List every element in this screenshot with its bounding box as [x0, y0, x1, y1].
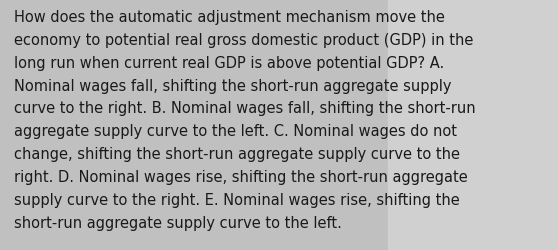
- Text: Nominal wages fall, shifting the short-run aggregate supply: Nominal wages fall, shifting the short-r…: [14, 78, 451, 93]
- Text: curve to the right. B. Nominal wages fall, shifting the short-run: curve to the right. B. Nominal wages fal…: [14, 101, 475, 116]
- Text: short-run aggregate supply curve to the left.: short-run aggregate supply curve to the …: [14, 215, 342, 230]
- Text: long run when current real GDP is above potential GDP? A.: long run when current real GDP is above …: [14, 56, 444, 70]
- Text: aggregate supply curve to the left. C. Nominal wages do not: aggregate supply curve to the left. C. N…: [14, 124, 457, 139]
- Text: economy to potential real gross domestic product (GDP) in the: economy to potential real gross domestic…: [14, 33, 473, 48]
- Text: right. D. Nominal wages rise, shifting the short-run aggregate: right. D. Nominal wages rise, shifting t…: [14, 169, 468, 184]
- Text: How does the automatic adjustment mechanism move the: How does the automatic adjustment mechan…: [14, 10, 445, 25]
- Text: change, shifting the short-run aggregate supply curve to the: change, shifting the short-run aggregate…: [14, 146, 460, 162]
- Text: supply curve to the right. E. Nominal wages rise, shifting the: supply curve to the right. E. Nominal wa…: [14, 192, 460, 207]
- Bar: [388, 0, 558, 250]
